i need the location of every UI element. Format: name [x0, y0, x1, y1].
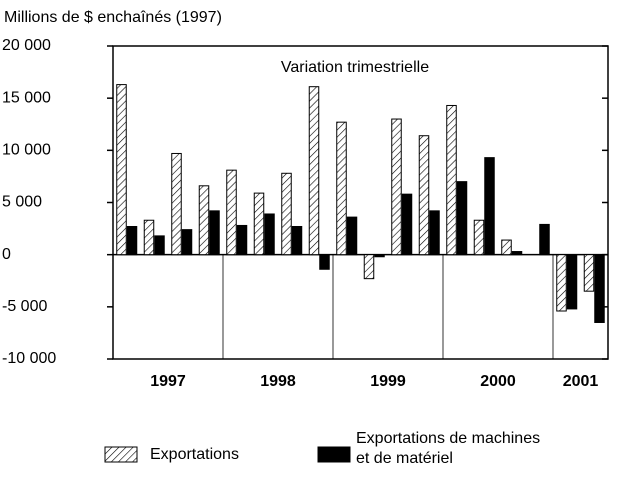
- bar: [319, 254, 330, 270]
- y-tick-label: 15 000: [2, 89, 51, 106]
- y-tick-label: 10 000: [2, 142, 51, 159]
- plot-frame: [112, 45, 609, 360]
- bar: [171, 152, 182, 256]
- bar: [539, 223, 550, 256]
- bar: [143, 219, 155, 256]
- bar: [116, 84, 127, 256]
- bar: [594, 254, 605, 323]
- x-tick-label: 1997: [150, 373, 186, 390]
- bar: [346, 216, 358, 256]
- bar: [429, 210, 440, 256]
- bar: [456, 181, 468, 256]
- bar: [126, 225, 138, 256]
- x-tick-label: 2001: [563, 373, 599, 390]
- bar: [236, 224, 248, 256]
- y-tick-label: 5 000: [2, 194, 42, 211]
- bar: [566, 254, 578, 310]
- bar: [181, 229, 193, 256]
- bar: [198, 185, 210, 256]
- y-tick-label: -10 000: [2, 350, 56, 367]
- bar: [418, 135, 430, 256]
- y-tick-label: -5 000: [2, 298, 47, 315]
- bar: [446, 104, 457, 256]
- bar: [264, 213, 275, 256]
- bar: [501, 239, 512, 256]
- bar: [374, 254, 385, 258]
- bar: [511, 251, 523, 256]
- bar: [556, 254, 567, 312]
- y-tick-label: 20 000: [2, 37, 51, 54]
- bar: [583, 254, 595, 292]
- bar: [336, 121, 347, 256]
- annotation: Variation trimestrielle: [281, 59, 429, 76]
- legend-swatch: [104, 446, 138, 463]
- bar: [291, 225, 303, 256]
- bar: [401, 193, 413, 256]
- bar: [484, 157, 495, 256]
- bar: [473, 219, 485, 256]
- bar: [363, 254, 375, 280]
- bar: [308, 86, 320, 256]
- bar: [253, 192, 265, 256]
- legend-swatch: [317, 446, 351, 463]
- bar: [281, 172, 292, 256]
- y-tick-label: 0: [2, 246, 11, 263]
- bar: [226, 169, 237, 256]
- bar: [209, 210, 220, 256]
- legend-label: Exportations de machines et de matériel: [356, 430, 541, 467]
- legend-label: Exportations: [150, 446, 239, 463]
- bar: [391, 118, 402, 256]
- x-tick-label: 2000: [480, 373, 516, 390]
- x-tick-label: 1999: [370, 373, 406, 390]
- axis-title: Millions de $ enchaînés (1997): [4, 9, 222, 26]
- bar: [154, 235, 165, 256]
- x-tick-label: 1998: [260, 373, 296, 390]
